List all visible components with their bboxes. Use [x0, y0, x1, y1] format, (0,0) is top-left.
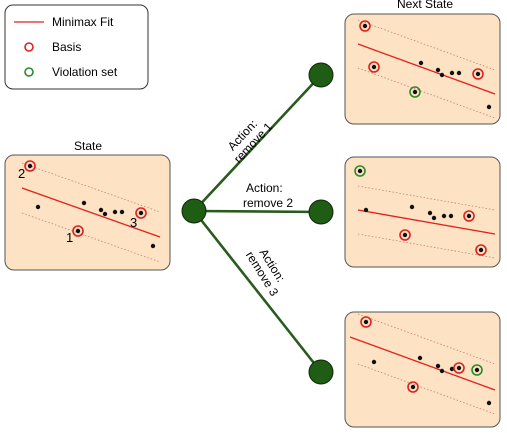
edge-remove-1 [193, 74, 322, 212]
next-state-panel-2 [344, 156, 501, 268]
state-fit-line [21, 187, 161, 238]
action-label-remove-1: Action: remove 1 [221, 111, 275, 166]
basis-marker-2: 2 [18, 166, 25, 181]
legend-violation-ring [24, 67, 34, 77]
child-node-remove-3 [308, 359, 334, 385]
child-node-remove-2 [308, 199, 334, 225]
state-title: State [74, 139, 102, 153]
legend-label-minimax-fit: Minimax Fit [52, 15, 114, 29]
state-data-points [27, 163, 156, 249]
next-state-2-fit-line [357, 209, 496, 235]
legend-label-violation-set: Violation set [52, 65, 118, 79]
state-panel: 2 3 1 [4, 154, 171, 271]
next-state-3-fit-line [349, 336, 496, 391]
legend-label-basis: Basis [52, 40, 81, 54]
legend-basis-ring [24, 42, 34, 52]
tree-edges [192, 74, 323, 373]
next-state-panel-3 [344, 311, 501, 428]
basis-marker-3: 3 [130, 215, 137, 230]
state-basis-rings [24, 160, 147, 237]
next-state-panel-1 [344, 13, 501, 125]
child-node-remove-1 [308, 62, 334, 88]
edge-remove-3 [192, 210, 323, 373]
root-node [181, 198, 207, 224]
next-state-1-fit-line [357, 43, 496, 95]
action-label-remove-2: Action: remove 2 [243, 181, 293, 210]
basis-marker-1: 1 [66, 230, 73, 245]
next-state-title: Next State [397, 0, 453, 11]
edge-remove-2 [193, 209, 322, 214]
legend: Minimax Fit Basis Violation set [4, 4, 149, 90]
action-label-remove-3: Action: remove 3 [243, 242, 293, 299]
